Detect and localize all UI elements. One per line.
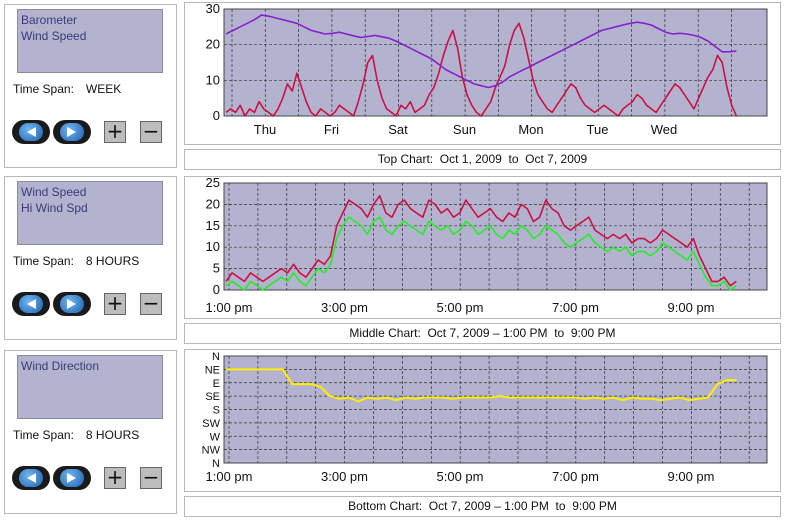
series-list-item[interactable]: Barometer bbox=[21, 13, 78, 27]
forward-button[interactable] bbox=[53, 120, 91, 144]
x-tick-label: Sun bbox=[453, 122, 476, 137]
timespan-readout: Time Span: 8 HOURS bbox=[13, 254, 139, 268]
bottom-chart: N NW W SW S SE E NE N 1:00 pm 3:00 pm 5:00 pm 7:00 p… bbox=[184, 349, 781, 492]
y-tick-label: SE bbox=[205, 391, 220, 403]
timespan-label: Time Span: bbox=[13, 254, 74, 268]
y-tick-label: 25 bbox=[206, 177, 220, 190]
top-series-list[interactable]: Barometer Wind Speed bbox=[17, 9, 163, 73]
x-tick-label: 3:00 pm bbox=[321, 300, 368, 315]
top-chart: 0 10 20 30 Thu Fri Sat Sun Mon Tue Wed bbox=[184, 1, 781, 145]
y-tick-label: E bbox=[213, 378, 220, 390]
x-tick-label: Thu bbox=[254, 122, 276, 137]
y-tick-label: 20 bbox=[206, 196, 220, 211]
y-tick-label: SW bbox=[202, 418, 220, 430]
y-tick-label: NW bbox=[202, 445, 221, 457]
y-tick-label: 20 bbox=[206, 37, 220, 52]
top-chart-caption: Top Chart: Oct 1, 2009 to Oct 7, 2009 bbox=[184, 149, 781, 170]
timespan-label: Time Span: bbox=[13, 82, 74, 96]
y-tick-label: 10 bbox=[206, 239, 220, 254]
x-tick-label: Sat bbox=[388, 122, 408, 137]
x-tick-label: 9:00 pm bbox=[668, 300, 715, 315]
top-control-panel: Barometer Wind Speed Time Span: WEEK + − bbox=[4, 4, 177, 168]
middle-chart-caption: Middle Chart: Oct 7, 2009 – 1:00 PM to 9… bbox=[184, 323, 781, 344]
y-tick-label: N bbox=[212, 351, 220, 363]
series-line bbox=[225, 216, 737, 291]
x-tick-label: Tue bbox=[587, 122, 609, 137]
back-button[interactable] bbox=[12, 120, 50, 144]
middle-chart: 0 5 10 15 20 25 1:00 pm 3:00 pm 5:00 pm 7:00 pm 9:… bbox=[184, 175, 781, 319]
y-tick-label: 15 bbox=[206, 218, 220, 233]
series-line bbox=[226, 368, 737, 403]
y-tick-label: 0 bbox=[213, 108, 220, 123]
bottom-chart-caption: Bottom Chart: Oct 7, 2009 – 1:00 PM to 9… bbox=[184, 496, 781, 517]
y-tick-label: 30 bbox=[206, 3, 220, 16]
left-arrow-icon bbox=[19, 469, 43, 487]
y-tick-label: S bbox=[213, 405, 220, 417]
y-tick-label: 5 bbox=[213, 261, 220, 276]
x-tick-label: 5:00 pm bbox=[437, 300, 484, 315]
right-arrow-icon bbox=[60, 123, 84, 141]
zoom-in-button[interactable]: + bbox=[104, 293, 126, 315]
x-tick-label: 7:00 pm bbox=[552, 300, 599, 315]
x-tick-label: 1:00 pm bbox=[206, 469, 253, 484]
top-chart-svg: 0 10 20 30 Thu Fri Sat Sun Mon Tue Wed bbox=[206, 1, 768, 137]
middle-control-panel: Wind Speed Hi Wind Spd Time Span: 8 HOURS… bbox=[4, 176, 177, 340]
series-list-item[interactable]: Wind Speed bbox=[21, 29, 87, 43]
plot-area bbox=[223, 182, 768, 291]
zoom-out-button[interactable]: − bbox=[140, 467, 162, 489]
series-list-item[interactable]: Wind Speed bbox=[21, 185, 87, 199]
back-button[interactable] bbox=[12, 466, 50, 490]
right-arrow-icon bbox=[60, 469, 84, 487]
zoom-out-button[interactable]: − bbox=[140, 121, 162, 143]
zoom-in-button[interactable]: + bbox=[104, 121, 126, 143]
y-tick-label: W bbox=[210, 431, 221, 443]
forward-button[interactable] bbox=[53, 292, 91, 316]
bottom-series-list[interactable]: Wind Direction bbox=[17, 355, 163, 419]
plot-area bbox=[223, 8, 768, 117]
x-tick-label: 5:00 pm bbox=[437, 469, 484, 484]
timespan-value: 8 HOURS bbox=[85, 254, 140, 268]
x-tick-label: 9:00 pm bbox=[668, 469, 715, 484]
series-line bbox=[225, 194, 737, 287]
x-tick-label: 1:00 pm bbox=[206, 300, 253, 315]
timespan-label: Time Span: bbox=[13, 428, 74, 442]
series-list-item[interactable]: Hi Wind Spd bbox=[21, 201, 88, 215]
y-tick-label: N bbox=[212, 458, 220, 470]
timespan-value: 8 HOURS bbox=[85, 428, 140, 442]
y-tick-label: 10 bbox=[206, 72, 220, 87]
forward-button[interactable] bbox=[53, 466, 91, 490]
x-tick-label: Fri bbox=[324, 122, 339, 137]
back-button[interactable] bbox=[12, 292, 50, 316]
timespan-readout: Time Span: 8 HOURS bbox=[13, 428, 139, 442]
bottom-control-panel: Wind Direction Time Span: 8 HOURS + − bbox=[4, 350, 177, 514]
zoom-in-button[interactable]: + bbox=[104, 467, 126, 489]
x-tick-label: 3:00 pm bbox=[321, 469, 368, 484]
series-list-item[interactable]: Wind Direction bbox=[21, 359, 100, 373]
middle-series-list[interactable]: Wind Speed Hi Wind Spd bbox=[17, 181, 163, 245]
right-arrow-icon bbox=[60, 295, 84, 313]
timespan-readout: Time Span: WEEK bbox=[13, 82, 121, 96]
y-tick-label: 0 bbox=[213, 282, 220, 297]
x-tick-label: 7:00 pm bbox=[552, 469, 599, 484]
x-tick-label: Mon bbox=[518, 122, 543, 137]
series-line bbox=[225, 22, 738, 117]
x-tick-label: Wed bbox=[651, 122, 678, 137]
left-arrow-icon bbox=[19, 295, 43, 313]
y-tick-label: NE bbox=[205, 364, 220, 376]
series-line bbox=[225, 14, 737, 89]
left-arrow-icon bbox=[19, 123, 43, 141]
timespan-value: WEEK bbox=[85, 82, 122, 96]
zoom-out-button[interactable]: − bbox=[140, 293, 162, 315]
middle-chart-svg: 0 5 10 15 20 25 1:00 pm 3:00 pm 5:00 pm 7:00 pm 9:… bbox=[206, 175, 768, 315]
